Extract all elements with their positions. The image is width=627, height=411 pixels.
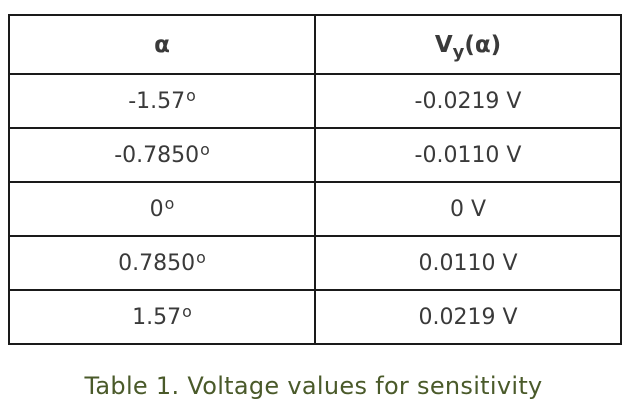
voltage-table: α Vy(α) -1.57o -0.0219 V -0.7850o -0.011…: [8, 14, 622, 345]
table-row: 0.7850o 0.0110 V: [8, 235, 622, 291]
angle-value: 0: [149, 196, 164, 222]
voltage-cell: 0 V: [314, 181, 622, 237]
voltage-cell: -0.0110 V: [314, 127, 622, 183]
voltage-cell: 0.0110 V: [314, 235, 622, 291]
angle-value: -0.7850: [114, 142, 200, 168]
voltage-value: -0.0110 V: [414, 142, 522, 168]
table-header-row: α Vy(α): [8, 14, 622, 75]
table-caption: Table 1. Voltage values for sensitivity: [84, 372, 543, 400]
angle-cell: 1.57o: [8, 289, 316, 345]
voltage-cell: 0.0219 V: [314, 289, 622, 345]
header-alpha: α: [8, 14, 316, 75]
angle-cell: 0o: [8, 181, 316, 237]
angle-value: 0.7850: [118, 250, 196, 276]
angle-cell: -0.7850o: [8, 127, 316, 183]
table-row: -0.7850o -0.0110 V: [8, 127, 622, 183]
header-voltage-arg: (α): [464, 31, 502, 58]
header-voltage: Vy(α): [314, 14, 622, 75]
voltage-value: 0 V: [449, 196, 487, 222]
header-alpha-label: α: [154, 31, 170, 58]
voltage-value: -0.0219 V: [414, 88, 522, 114]
header-voltage-base: V: [434, 31, 453, 58]
angle-value: 1.57: [132, 304, 182, 330]
degree-mark: o: [164, 193, 175, 213]
table-row: 1.57o 0.0219 V: [8, 289, 622, 345]
header-voltage-subscript: y: [452, 41, 465, 63]
degree-mark: o: [182, 301, 192, 321]
degree-mark: o: [186, 85, 196, 105]
voltage-value: 0.0110 V: [418, 250, 518, 276]
angle-value: -1.57: [128, 88, 186, 114]
degree-mark: o: [196, 247, 206, 267]
table-row: 0o 0 V: [8, 181, 622, 237]
voltage-cell: -0.0219 V: [314, 73, 622, 129]
angle-cell: -1.57o: [8, 73, 316, 129]
table-row: -1.57o -0.0219 V: [8, 73, 622, 129]
voltage-value: 0.0219 V: [418, 304, 518, 330]
degree-mark: o: [200, 139, 210, 159]
angle-cell: 0.7850o: [8, 235, 316, 291]
